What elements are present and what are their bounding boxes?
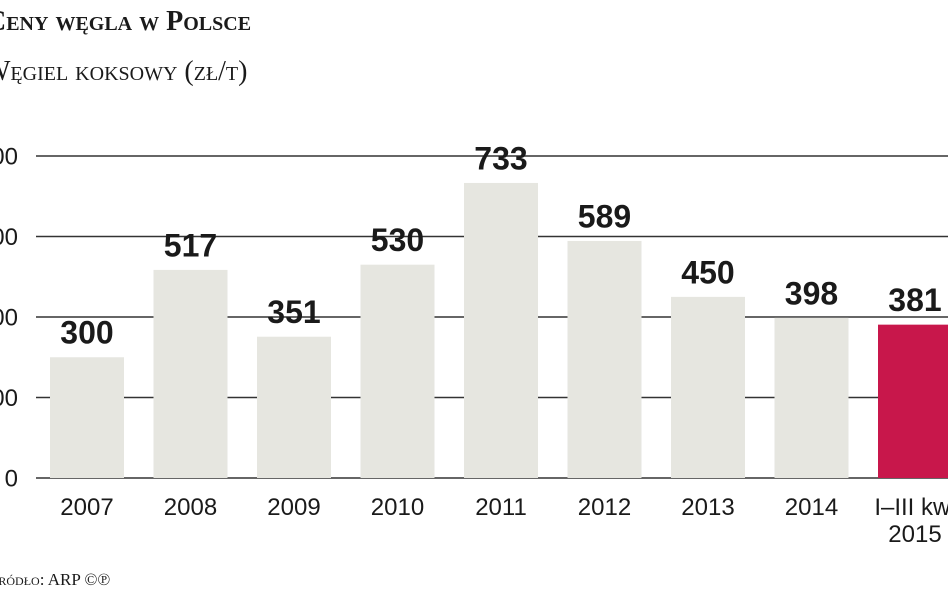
bar: [774, 317, 849, 478]
y-tick-label: 800: [0, 143, 18, 170]
x-tick-label: 2008: [163, 494, 218, 521]
x-tick-label: 2014: [784, 494, 839, 521]
x-tick-label: 2010: [370, 494, 425, 521]
x-label-box: 2012: [577, 494, 632, 521]
x-label-box: 2011: [475, 494, 527, 521]
x-tick-label: I–III kw. 2015: [874, 494, 948, 548]
value-label: 733: [474, 140, 527, 176]
x-label-box: 2013: [681, 494, 735, 521]
value-label: 517: [164, 227, 217, 263]
bar: [153, 269, 228, 478]
y-tick-label: 400: [0, 304, 18, 331]
bar: [464, 182, 538, 478]
value-label: 589: [578, 198, 631, 234]
y-tick-label: 600: [0, 224, 18, 251]
y-tick-label: 200: [0, 385, 18, 412]
y-tick-label: 0: [5, 465, 18, 492]
x-tick-label: 2007: [60, 494, 114, 521]
x-tick-label: 2013: [681, 494, 735, 521]
value-label: 398: [785, 275, 838, 311]
x-label-box: 2014: [784, 494, 839, 521]
chart-title: Ceny węgla w Polsce: [0, 6, 251, 37]
bar: [567, 240, 642, 478]
value-label: 530: [371, 222, 424, 258]
x-tick-label: 2011: [475, 494, 527, 521]
bar: [878, 324, 948, 478]
x-label-box: 2007: [60, 494, 114, 521]
bar: [50, 357, 124, 478]
x-tick-label: 2012: [577, 494, 632, 521]
x-label-box: I–III kw. 2015: [874, 494, 948, 548]
bar: [671, 296, 745, 478]
value-label: 381: [888, 282, 941, 318]
source: Źródło: ARP ©℗: [0, 570, 110, 589]
x-label-box: 2008: [163, 494, 218, 521]
x-label-box: 2010: [370, 494, 425, 521]
value-label: 450: [681, 254, 734, 290]
bar: [360, 264, 435, 478]
bar: [257, 336, 331, 478]
chart-subtitle: Węgiel koksowy (zł/t): [0, 56, 247, 87]
x-tick-label: 2009: [267, 494, 321, 521]
x-label-box: 2009: [267, 494, 321, 521]
value-label: 300: [60, 315, 113, 351]
value-label: 351: [267, 294, 320, 330]
